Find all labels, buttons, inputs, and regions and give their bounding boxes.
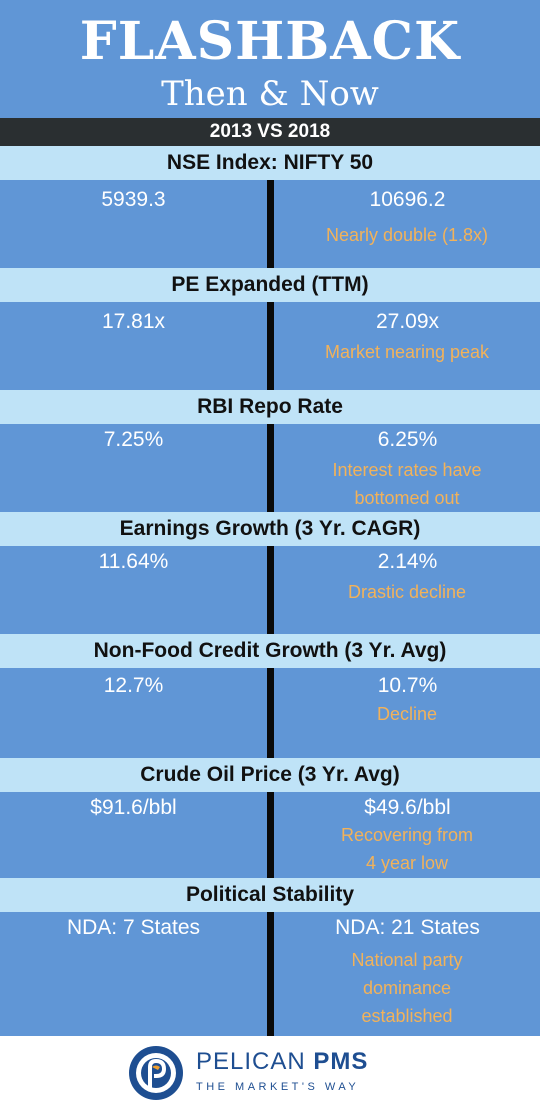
value-2013: 5939.3 [101,188,166,211]
value-2018: NDA: 21 States [335,916,480,939]
section-heading: PE Expanded (TTM) [0,268,540,302]
value-2013: $91.6/bbl [90,796,177,819]
value-2018: $49.6/bbl [364,796,451,819]
note-line: Drastic decline [347,582,467,602]
value-2018: 2.14% [377,550,438,573]
note-line: National party [351,950,463,970]
brand-name: PELICAN PMS [196,1048,368,1076]
section-heading: Non-Food Credit Growth (3 Yr. Avg) [0,634,540,668]
column-divider [267,180,274,268]
column-divider [267,302,274,390]
column-divider [267,668,274,758]
note-line: bottomed out [354,488,460,508]
value-2013: 11.64% [98,550,169,573]
page-subtitle: Then & Now [161,74,379,114]
column-divider [267,424,274,512]
value-2018: 27.09x [375,310,440,333]
brand-name-bold: PMS [313,1048,369,1075]
value-2013: 12.7% [103,674,164,697]
column-divider [267,546,274,634]
pelican-logo-icon [129,1046,183,1100]
value-2013: 17.81x [101,310,166,333]
value-2018: 10696.2 [369,188,446,211]
value-2018: 10.7% [377,674,438,697]
section-heading: NSE Index: NIFTY 50 [0,146,540,180]
note-line: Interest rates have [332,460,482,480]
section-heading: Earnings Growth (3 Yr. CAGR) [0,512,540,546]
brand-name-light: PELICAN [196,1048,306,1075]
value-2013: 7.25% [103,428,164,451]
section-heading: Political Stability [0,878,540,912]
value-2013: NDA: 7 States [66,916,201,939]
footer-brand: PELICAN PMS THE MARKET'S WAY [0,1036,540,1108]
note-line: Recovering from [340,825,474,845]
column-divider [267,792,274,878]
section-heading: Crude Oil Price (3 Yr. Avg) [0,758,540,792]
note-line: dominance [362,978,452,998]
hero-header: FLASHBACK Then & Now [0,0,540,118]
section-heading: RBI Repo Rate [0,390,540,424]
page-title: FLASHBACK [79,11,461,72]
note-line: Decline [376,704,438,724]
note-line: 4 year low [365,853,449,873]
note-line: established [361,1006,453,1026]
value-2018: 6.25% [377,428,438,451]
column-divider [267,912,274,1036]
note-line: Market nearing peak [324,342,490,362]
note-line: Nearly double (1.8x) [325,225,489,245]
comparison-label: 2013 VS 2018 [0,118,540,146]
brand-tagline: THE MARKET'S WAY [196,1081,360,1093]
